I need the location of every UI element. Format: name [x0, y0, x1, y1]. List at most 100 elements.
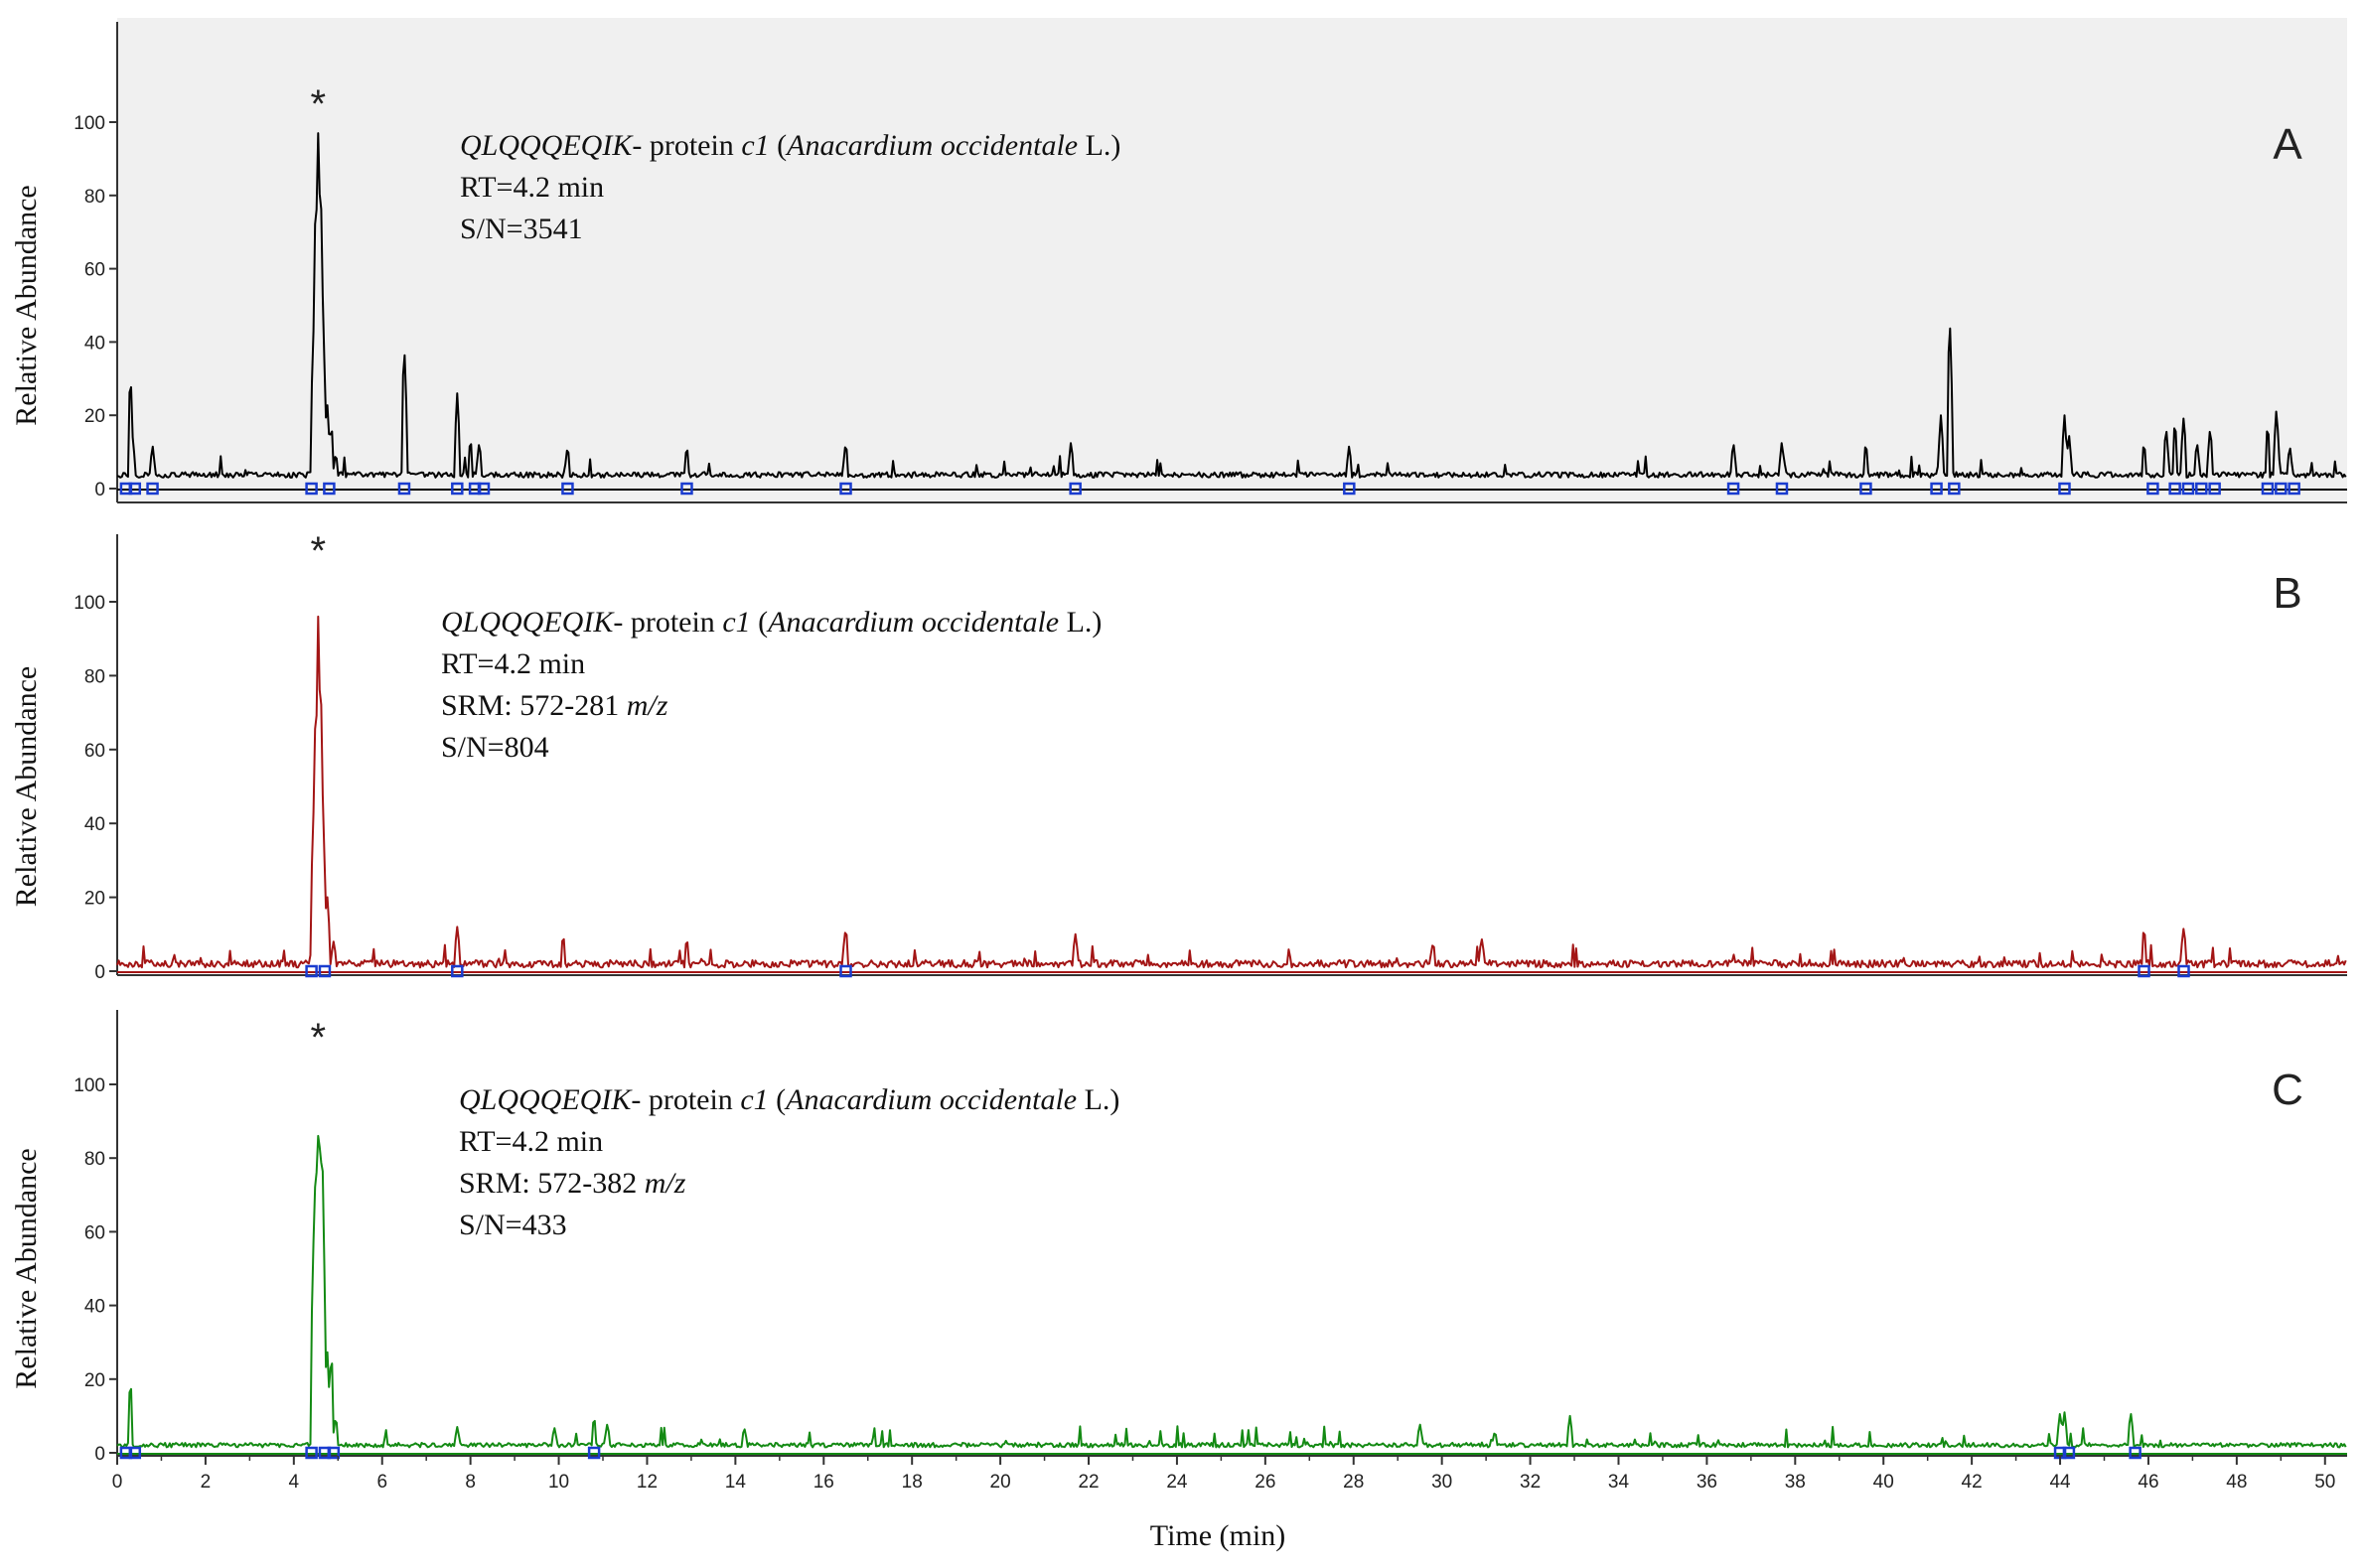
peak-marker	[128, 482, 142, 496]
peak-marker	[1069, 482, 1082, 496]
y-tick-label: 0	[94, 480, 105, 500]
x-tick-label: 12	[637, 1472, 658, 1493]
x-axis-label: Time (min)	[1150, 1519, 1285, 1552]
x-tick-label: 26	[1255, 1472, 1275, 1493]
peak-marker	[2195, 482, 2208, 496]
y-tick-label: 80	[84, 1149, 105, 1170]
panel-letter: A	[2273, 120, 2302, 169]
x-tick-label: 34	[1608, 1472, 1630, 1493]
x-tick-label: 36	[1697, 1472, 1717, 1493]
peak-marker	[839, 482, 852, 496]
peak-marker	[2138, 964, 2150, 978]
y-tick-label: 40	[84, 814, 105, 835]
x-tick-label: 32	[1520, 1472, 1541, 1493]
peak-marker	[318, 964, 332, 978]
legend-segment: protein	[623, 606, 722, 639]
panel-C: 0 20 40 60 80 100 Relative Abundance * C QLQQQEQI…	[10, 1006, 2347, 1465]
x-tick-label: 10	[548, 1472, 569, 1493]
legend-segment: SRM: 572-382	[459, 1167, 645, 1200]
x-tick-label: 8	[465, 1472, 476, 1493]
peak-marker	[128, 1446, 142, 1460]
x-tick-label: 40	[1873, 1472, 1894, 1493]
x-tick-label: 6	[376, 1472, 387, 1493]
peak-marker	[451, 964, 464, 978]
x-tick-label: 42	[1962, 1472, 1983, 1493]
y-tick-label: 0	[94, 962, 105, 983]
legend-segment: L.)	[1078, 129, 1120, 162]
peak-asterisk: *	[310, 529, 326, 573]
peak-marker	[451, 482, 464, 496]
legend-line: RT=4.2 min	[460, 171, 604, 204]
y-tick-label: 80	[84, 666, 105, 687]
legend-line: RT=4.2 min	[459, 1125, 603, 1158]
x-tick-label: 44	[2049, 1472, 2071, 1493]
legend-line: SRM: 572-281 m/z	[441, 689, 668, 722]
y-axis-label: Relative Abundance	[10, 1148, 43, 1388]
legend-segment: (	[751, 606, 769, 639]
legend-segment: Anacardium occidentale	[785, 129, 1078, 162]
peak-marker	[2275, 482, 2288, 496]
y-tick-label: 80	[84, 187, 105, 208]
legend-segment: S/N=3541	[460, 213, 583, 245]
peak-marker	[587, 1446, 601, 1460]
y-tick-label: 60	[84, 741, 105, 762]
legend-segment: L.)	[1077, 1083, 1119, 1116]
x-tick-label: 0	[112, 1472, 123, 1493]
legend-segment: QLQQQEQIK-	[459, 1083, 641, 1116]
legend-segment: S/N=433	[459, 1209, 567, 1241]
x-tick-label: 4	[289, 1472, 300, 1493]
peak-marker	[2208, 482, 2221, 496]
peak-marker	[477, 482, 491, 496]
peak-marker	[1775, 482, 1789, 496]
x-tick-label: 16	[813, 1472, 834, 1493]
x-tick-label: 28	[1343, 1472, 1364, 1493]
legend-segment: RT=4.2 min	[459, 1125, 603, 1158]
peak-marker	[1726, 482, 1740, 496]
y-tick-label: 0	[94, 1444, 105, 1465]
y-tick-label: 40	[84, 333, 105, 354]
plot-area-C	[117, 1006, 2347, 1456]
peak-asterisk: *	[310, 82, 326, 126]
peak-marker	[2129, 1446, 2141, 1460]
peak-marker	[2058, 482, 2071, 496]
peak-marker	[1859, 482, 1872, 496]
x-tick-label: 18	[902, 1472, 923, 1493]
legend-line: QLQQQEQIK- protein c1 (Anacardium occide…	[460, 129, 1120, 162]
peak-marker	[1930, 482, 1943, 496]
x-tick-label: 30	[1431, 1472, 1452, 1493]
legend-line: QLQQQEQIK- protein c1 (Anacardium occide…	[441, 606, 1102, 639]
y-axis-label: Relative Abundance	[10, 185, 43, 425]
legend-segment: m/z	[645, 1167, 686, 1200]
legend-segment: L.)	[1059, 606, 1102, 639]
y-tick-label: 20	[84, 1370, 105, 1391]
y-tick-label: 100	[74, 113, 105, 134]
x-tick-label: 38	[1785, 1472, 1806, 1493]
legend-line: RT=4.2 min	[441, 647, 585, 680]
peak-marker	[2288, 482, 2300, 496]
peak-marker	[305, 1446, 318, 1460]
x-tick-label: 24	[1166, 1472, 1188, 1493]
legend-segment: protein	[642, 129, 741, 162]
legend-segment: RT=4.2 min	[441, 647, 585, 680]
peak-asterisk: *	[310, 1016, 326, 1060]
legend-segment: RT=4.2 min	[460, 171, 604, 204]
y-axis-label: Relative Abundance	[10, 666, 43, 907]
peak-marker	[2181, 482, 2195, 496]
peak-marker	[305, 482, 318, 496]
peak-marker	[397, 482, 411, 496]
legend-line: S/N=433	[459, 1209, 567, 1241]
peak-marker	[2062, 1446, 2076, 1460]
peak-marker	[2177, 964, 2190, 978]
x-tick-label: 2	[201, 1472, 212, 1493]
x-tick-label: 20	[990, 1472, 1011, 1493]
trace-B	[116, 615, 2347, 969]
legend-segment: Anacardium occidentale	[766, 606, 1059, 639]
peak-marker	[1343, 482, 1356, 496]
legend-segment: m/z	[627, 689, 668, 722]
panel-letter: C	[2272, 1066, 2303, 1114]
x-tick-label: 46	[2138, 1472, 2158, 1493]
legend-segment: QLQQQEQIK-	[441, 606, 623, 639]
peak-marker	[1948, 482, 1961, 496]
peak-marker	[680, 482, 693, 496]
